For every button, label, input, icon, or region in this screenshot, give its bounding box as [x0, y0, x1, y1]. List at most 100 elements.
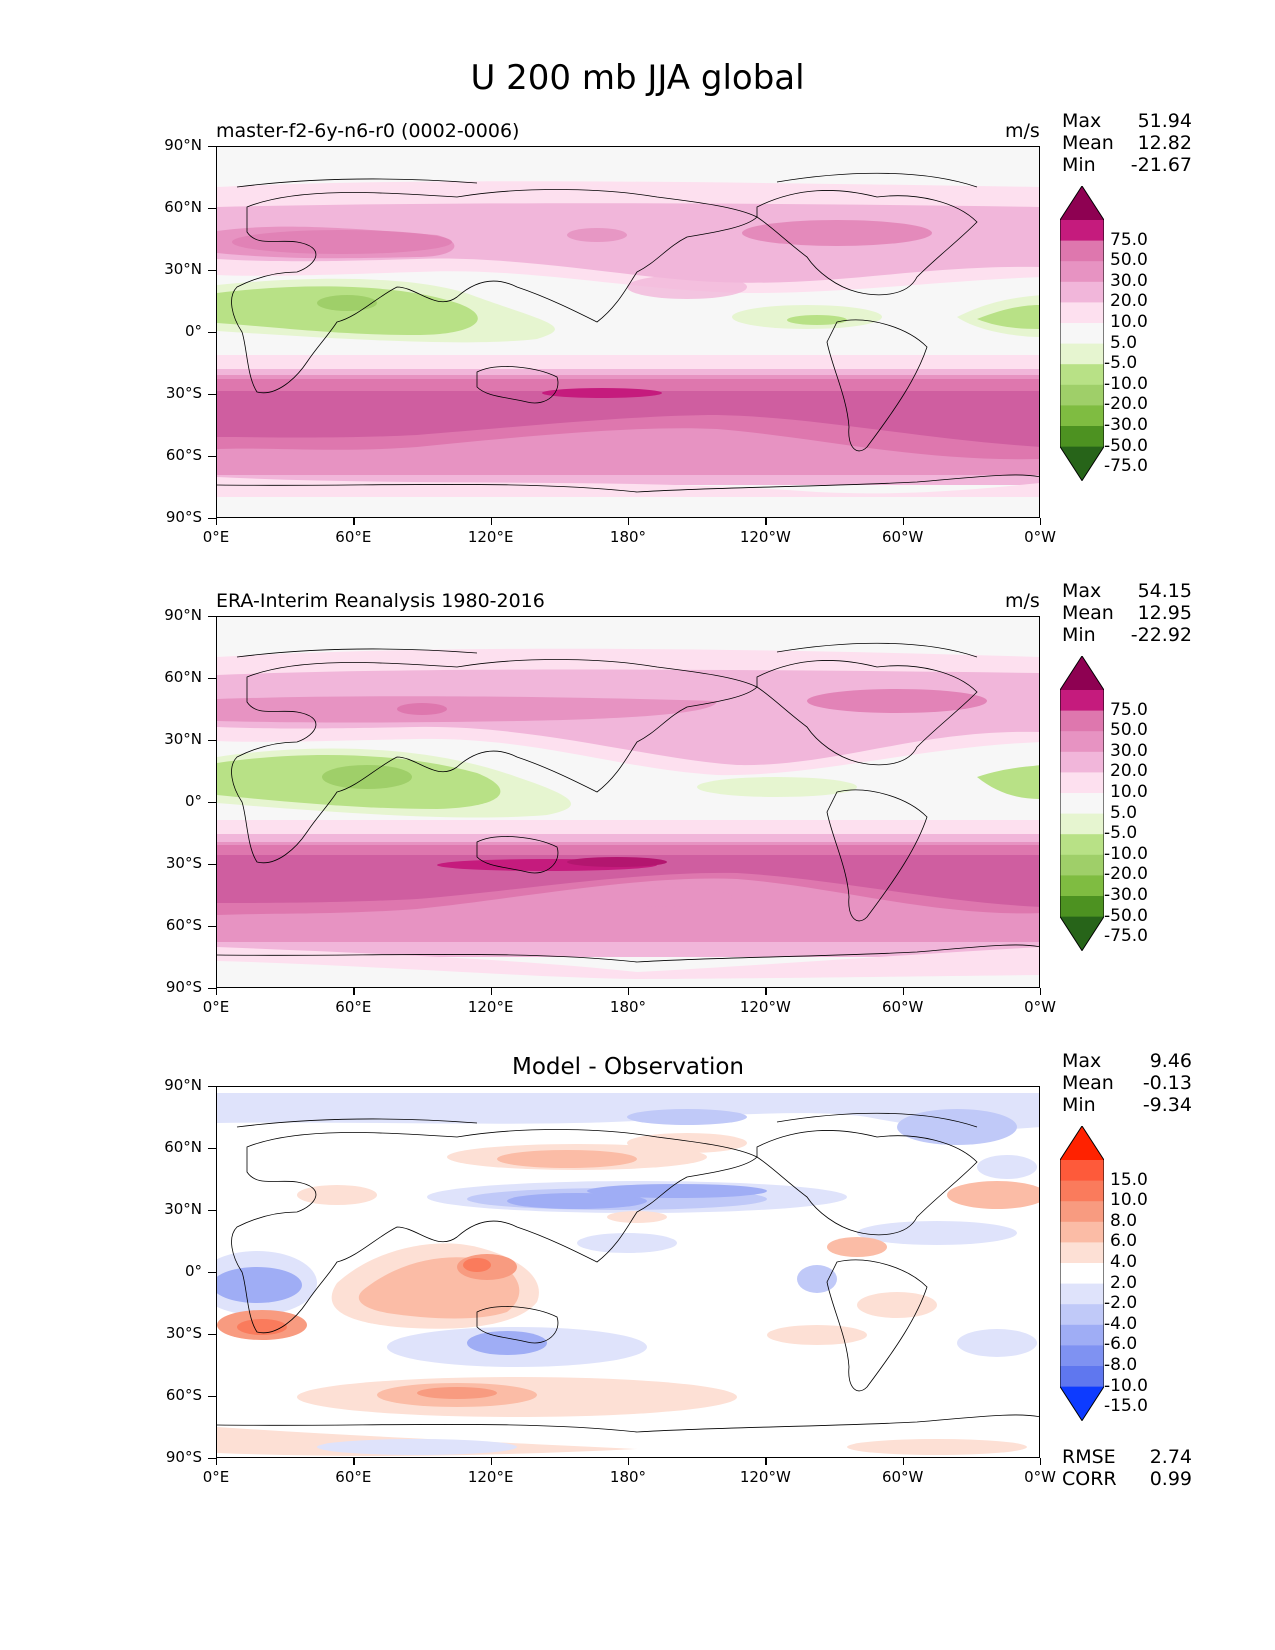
lon-tick-label: 0°W	[1024, 1468, 1056, 1486]
lon-tick-mark	[490, 988, 492, 995]
colorbar-svg	[1059, 655, 1105, 952]
colorbar-tick-label: -10.0	[1104, 373, 1148, 394]
lat-tick-label: 30°S	[165, 854, 202, 872]
colorbar-tick-label: 75.0	[1110, 229, 1148, 250]
lat-tick-label: 60°N	[164, 198, 202, 216]
lat-tick-mark	[208, 270, 216, 272]
panel-title: ERA-Interim Reanalysis 1980-2016	[216, 590, 545, 612]
lon-tick-label: 120°W	[739, 998, 791, 1016]
lat-tick-label: 0°	[184, 1262, 202, 1280]
colorbar-tick-label: -4.0	[1104, 1313, 1138, 1334]
lat-tick-label: 90°N	[164, 1076, 202, 1094]
lat-tick-label: 30°N	[164, 730, 202, 748]
colorbar-segment	[1060, 1160, 1104, 1182]
lat-tick-mark	[208, 208, 216, 210]
colorbar-tick-label: 2.0	[1110, 1272, 1138, 1293]
colorbar-tick-label: 4.0	[1110, 1252, 1138, 1272]
colorbar-tick-label: 5.0	[1110, 802, 1138, 823]
panel-model: master-f2-6y-n6-r0 (0002-0006) m/s	[0, 110, 1275, 592]
max-label: Max	[1062, 1050, 1102, 1072]
mean-value: 12.82	[1137, 132, 1192, 154]
colorbar-tick-label: -8.0	[1104, 1355, 1138, 1375]
colorbar-segment	[1060, 751, 1104, 773]
lat-tick-label: 60°S	[165, 1386, 202, 1404]
panel-title: master-f2-6y-n6-r0 (0002-0006)	[216, 120, 520, 142]
colorbar-segment	[1060, 1283, 1104, 1305]
lat-tick-mark	[208, 518, 216, 520]
min-label: Min	[1062, 154, 1096, 176]
lat-tick-label: 90°S	[165, 1448, 202, 1466]
colorbar-tick-label: -50.0	[1104, 905, 1148, 926]
colorbar-segment	[1060, 854, 1104, 876]
mean-label: Mean	[1062, 1072, 1114, 1094]
colorbar-tick-label: -2.0	[1104, 1293, 1138, 1314]
max-label: Max	[1062, 580, 1102, 602]
lon-tick-mark	[628, 988, 630, 995]
mean-value: 12.95	[1137, 602, 1192, 624]
colorbar-tick-label: 10.0	[1110, 1190, 1148, 1211]
lat-tick-label: 60°N	[164, 1138, 202, 1156]
lat-tick-mark	[208, 864, 216, 866]
colorbar-segment	[1060, 240, 1104, 262]
max-value: 54.15	[1137, 580, 1192, 602]
lon-tick-label: 0°E	[202, 528, 230, 546]
colorbar-segment	[1060, 731, 1104, 753]
error-stats-block: RMSE 2.74 CORR 0.99	[1062, 1446, 1192, 1490]
lon-tick-mark	[765, 988, 767, 995]
lat-tick-label: 60°S	[165, 446, 202, 464]
lon-tick-mark	[902, 1458, 904, 1465]
colorbar-tick-label: -20.0	[1104, 864, 1148, 885]
colorbar-segment	[1060, 1242, 1104, 1264]
lat-tick-mark	[208, 394, 216, 396]
colorbar-segment	[1060, 772, 1104, 794]
lat-tick-mark	[208, 1334, 216, 1336]
colorbar-tick-label: -50.0	[1104, 435, 1148, 456]
colorbar-segment	[1060, 834, 1104, 856]
colorbar-segment	[1060, 1180, 1104, 1202]
colorbar-segment	[1060, 281, 1104, 303]
lon-tick-label: 120°W	[739, 528, 791, 546]
colorbar-extend-min	[1060, 916, 1104, 951]
mean-label: Mean	[1062, 602, 1114, 624]
map-plot	[216, 616, 1040, 988]
lat-tick-mark	[208, 146, 216, 148]
lat-tick-label: 0°	[184, 792, 202, 810]
lat-tick-label: 30°N	[164, 1200, 202, 1218]
units-label: m/s	[1005, 590, 1040, 612]
lat-tick-mark	[208, 616, 216, 618]
colorbar-segment	[1060, 896, 1104, 918]
lat-tick-mark	[208, 456, 216, 458]
field-contours	[217, 617, 1039, 987]
colorbar-tick-label: 15.0	[1110, 1169, 1148, 1190]
colorbar-tick-label: 50.0	[1110, 720, 1148, 741]
colorbar-tick-label: 30.0	[1110, 270, 1148, 291]
colorbar-segment	[1060, 302, 1104, 324]
lon-tick-label: 120°E	[467, 1468, 514, 1486]
lat-tick-label: 30°N	[164, 260, 202, 278]
lon-tick-label: 0°W	[1024, 998, 1056, 1016]
colorbar-tick-label: -10.0	[1104, 843, 1148, 864]
lat-tick-mark	[208, 1210, 216, 1212]
lat-tick-label: 90°N	[164, 136, 202, 154]
colorbar-tick-label: -5.0	[1104, 353, 1138, 374]
min-value: -22.92	[1130, 624, 1192, 646]
colorbar-extend-min	[1060, 1386, 1104, 1421]
min-value: -21.67	[1130, 154, 1192, 176]
lon-tick-mark	[628, 518, 630, 525]
lat-tick-label: 30°S	[165, 384, 202, 402]
lon-tick-label: 60°E	[335, 998, 372, 1016]
max-value: 51.94	[1137, 110, 1192, 132]
lon-tick-mark	[216, 988, 218, 995]
panel-title: Model - Observation	[511, 1054, 745, 1080]
lat-tick-label: 90°S	[165, 978, 202, 996]
stats-block: Max 9.46 Mean -0.13 Min -9.34	[1062, 1050, 1192, 1116]
corr-label: CORR	[1062, 1468, 1117, 1490]
panel-observation: ERA-Interim Reanalysis 1980-2016 m/s	[0, 580, 1275, 1062]
colorbar-segment	[1060, 1324, 1104, 1346]
colorbar-tick-label: 20.0	[1110, 761, 1148, 782]
lon-tick-label: 60°E	[335, 1468, 372, 1486]
lon-tick-mark	[628, 1458, 630, 1465]
colorbar	[1059, 655, 1105, 955]
colorbar-tick-label: -30.0	[1104, 885, 1148, 905]
colorbar-segment	[1060, 323, 1104, 345]
